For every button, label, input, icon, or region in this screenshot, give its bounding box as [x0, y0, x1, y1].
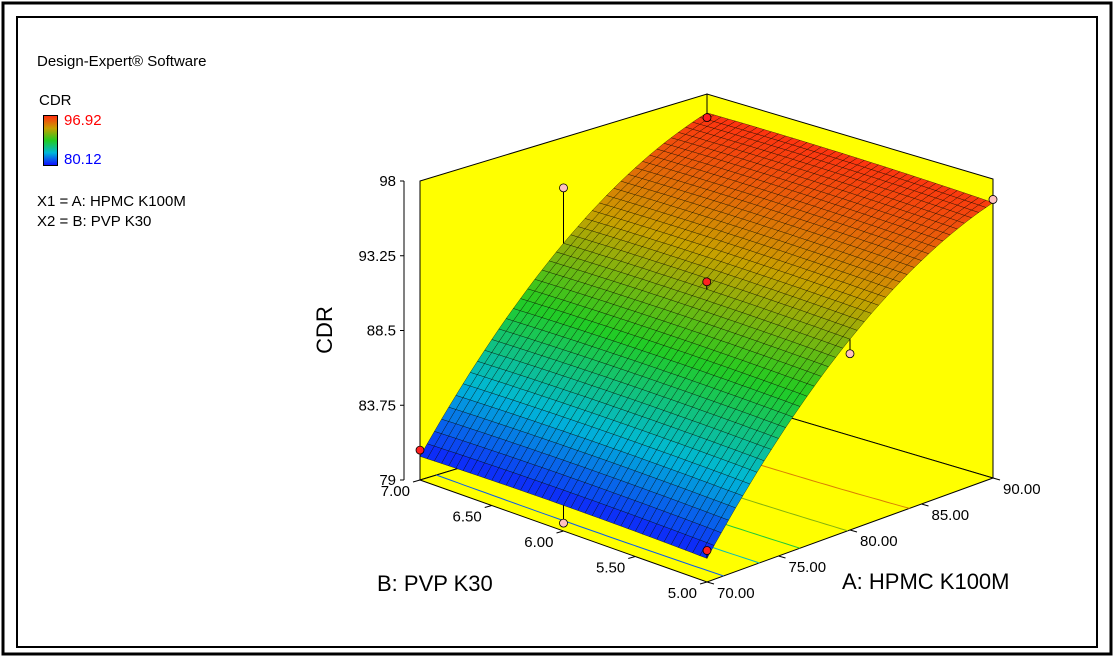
y-tick-label: 5.00 — [668, 585, 697, 602]
factor-x2-label: X2 = B: PVP K30 — [37, 213, 152, 230]
x-tick-mark — [849, 529, 858, 533]
plot-axes: 79 83.75 88.5 93.25 98 CDR 70.00 75.00 80.00 85.0… — [312, 173, 1041, 602]
y-tick-label: 6.50 — [453, 509, 482, 526]
y-tick-label: 5.50 — [596, 560, 625, 577]
y-tick-label: 6.00 — [524, 534, 553, 551]
color-scale-high-value: 96.92 — [64, 112, 102, 129]
response-name: CDR — [39, 92, 72, 109]
factor-x1-label: X1 = A: HPMC K100M — [37, 193, 186, 210]
contour-line — [436, 474, 724, 577]
software-label: Design-Expert® Software — [37, 53, 207, 70]
design-point — [415, 445, 425, 455]
response-surface — [419, 112, 994, 559]
color-scale-bar — [43, 115, 58, 166]
x-tick-label: 85.00 — [932, 507, 970, 524]
z-tick-label: 83.75 — [358, 397, 396, 414]
x-tick-label: 70.00 — [717, 585, 755, 602]
design-point — [702, 113, 712, 123]
x-tick-mark — [706, 581, 715, 585]
y-tick-mark — [484, 505, 492, 508]
x-tick-label: 90.00 — [1003, 481, 1041, 498]
x-axis-title: A: HPMC K100M — [842, 569, 1010, 594]
x-tick-label: 80.00 — [860, 533, 898, 550]
y-tick-mark — [556, 530, 564, 534]
z-tick-label: 88.5 — [367, 323, 396, 340]
y-tick-mark — [699, 581, 708, 585]
design-point — [702, 546, 712, 555]
x-tick-mark — [921, 503, 929, 507]
design-point — [559, 518, 568, 528]
z-axis-title: CDR — [312, 306, 337, 354]
x-tick-label: 75.00 — [789, 559, 827, 576]
y-tick-mark — [412, 479, 421, 483]
z-tick-label: 79 — [379, 472, 396, 489]
design-point — [702, 277, 712, 287]
z-tick-label: 98 — [379, 173, 396, 190]
design-point — [845, 349, 855, 359]
z-tick-label: 93.25 — [358, 248, 396, 265]
y-axis-title: B: PVP K30 — [377, 571, 493, 596]
design-point — [559, 183, 568, 193]
design-points — [415, 112, 998, 559]
x-tick-mark — [778, 555, 786, 559]
color-scale-low-value: 80.12 — [64, 151, 102, 168]
y-tick-label: 7.00 — [381, 483, 410, 500]
y-tick-mark — [628, 556, 636, 559]
design-point — [988, 195, 998, 204]
x-tick-mark — [992, 477, 1001, 481]
